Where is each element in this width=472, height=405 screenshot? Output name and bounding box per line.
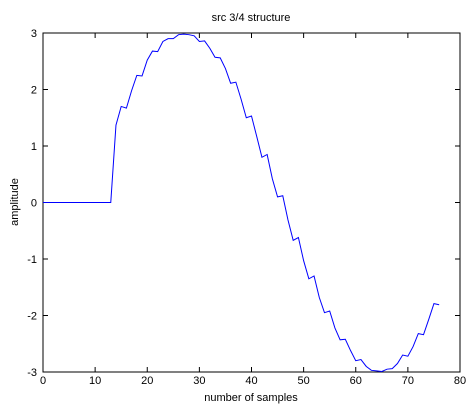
y-tick-label: -2 (27, 311, 37, 323)
axis-ticks: 0 10 20 30 40 50 60 70 80 -3 -2 -1 0 1 2 3 (27, 28, 466, 387)
series-layer (43, 33, 440, 372)
x-tick-label: 60 (350, 375, 362, 387)
x-axis-label: number of samples (204, 392, 298, 404)
x-tick-label: 30 (193, 375, 205, 387)
x-tick-label: 40 (245, 375, 257, 387)
plot-area (42, 32, 461, 373)
chart-title: src 3/4 structure (212, 12, 291, 24)
y-tick-label: 2 (31, 85, 37, 97)
x-tick-label: 10 (89, 375, 101, 387)
x-tick-label: 20 (141, 375, 153, 387)
y-axis-label: amplitude (9, 178, 21, 226)
y-tick-label: -3 (27, 367, 37, 379)
x-tick-label: 80 (454, 375, 466, 387)
y-tick-label: -1 (27, 254, 37, 266)
series-line (43, 33, 440, 372)
x-tick-label: 0 (40, 375, 46, 387)
y-tick-label: 3 (31, 28, 37, 40)
x-tick-label: 50 (298, 375, 310, 387)
y-tick-label: 1 (31, 141, 37, 153)
x-tick-label: 70 (402, 375, 414, 387)
y-tick-label: 0 (31, 198, 37, 210)
